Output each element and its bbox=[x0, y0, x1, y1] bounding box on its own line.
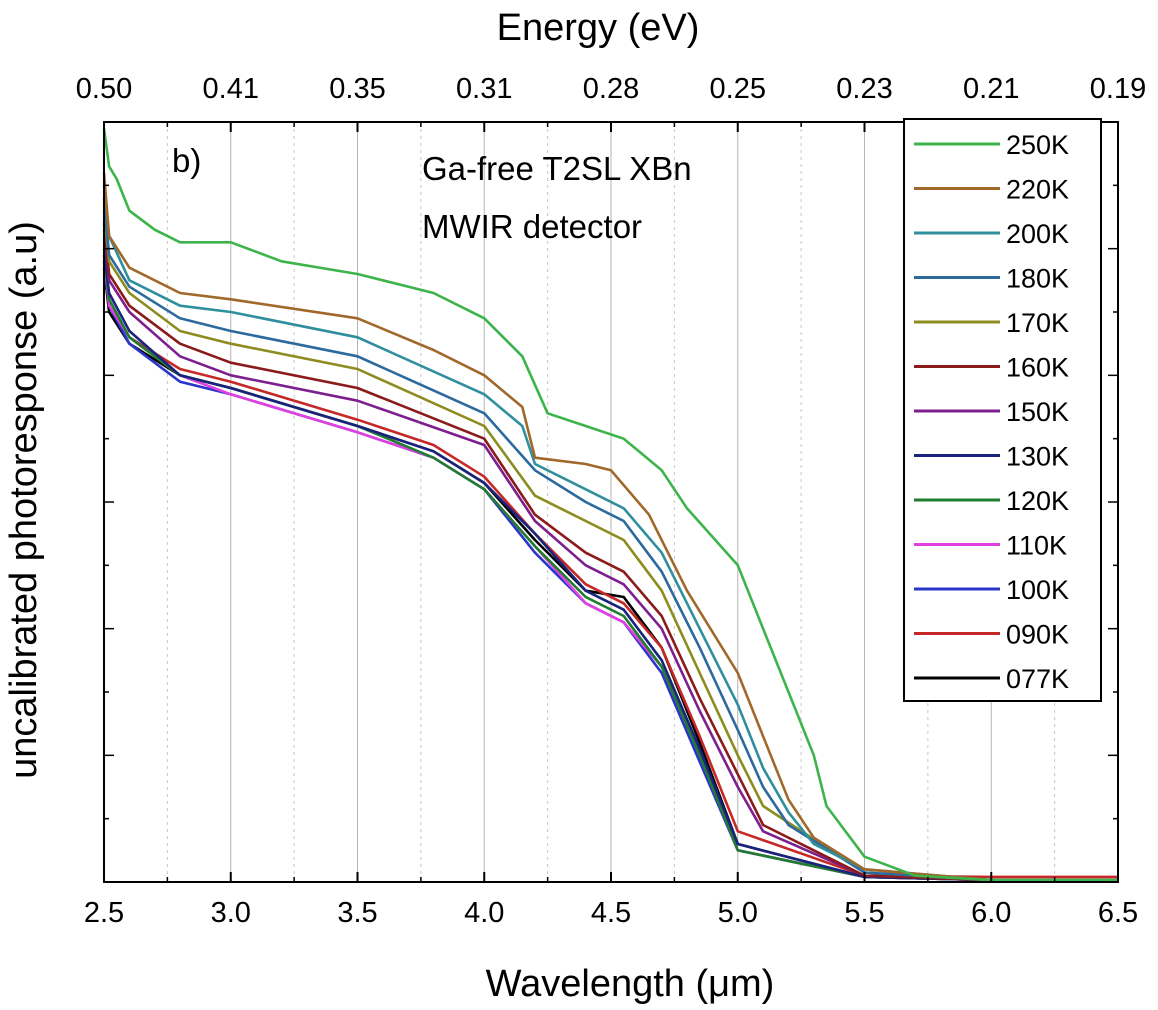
top-tick-label: 0.28 bbox=[583, 73, 639, 105]
legend-label-160K: 160K bbox=[1006, 353, 1069, 383]
legend-label-090K: 090K bbox=[1006, 620, 1069, 650]
top-tick-label: 0.19 bbox=[1090, 73, 1146, 105]
legend-label-110K: 110K bbox=[1006, 531, 1067, 561]
top-tick-label: 0.50 bbox=[76, 73, 132, 105]
legend-label-100K: 100K bbox=[1006, 575, 1069, 605]
x-tick-label: 2.5 bbox=[84, 897, 124, 929]
annotation-line-2: MWIR detector bbox=[422, 208, 642, 245]
series-lines bbox=[102, 128, 1118, 882]
x-tick-label: 5.0 bbox=[718, 897, 758, 929]
top-tick-label: 0.25 bbox=[710, 73, 766, 105]
top-tick-label: 0.21 bbox=[963, 73, 1019, 105]
legend-label-130K: 130K bbox=[1006, 442, 1069, 472]
legend: 250K 220K 200K 180K 170K 160K 150K 130K 120K 110K… bbox=[903, 118, 1102, 702]
x-tick-label: 4.5 bbox=[591, 897, 631, 929]
x-tick-label: 6.0 bbox=[971, 897, 1011, 929]
series-line-120K bbox=[102, 254, 1118, 882]
legend-label-170K: 170K bbox=[1006, 308, 1069, 338]
series-line-130K bbox=[102, 248, 1118, 882]
top-tick-label: 0.35 bbox=[329, 73, 385, 105]
x-tick-label: 3.5 bbox=[337, 897, 377, 929]
top-tick-label: 0.31 bbox=[456, 73, 512, 105]
annotation-line-1: Ga-free T2SL XBn bbox=[422, 150, 692, 187]
x-tick-label: 4.0 bbox=[464, 897, 504, 929]
series-line-250K bbox=[102, 128, 1118, 882]
series-line-220K bbox=[102, 172, 1118, 882]
x-tick-label: 6.5 bbox=[1098, 897, 1138, 929]
top-tick-label: 0.23 bbox=[836, 73, 892, 105]
legend-label-077K: 077K bbox=[1006, 664, 1069, 694]
legend-label-250K: 250K bbox=[1006, 130, 1069, 160]
axes: 2.5 0.50 3.0 0.41 3.5 0.35 4.0 0.31 4.5 0.28 5.0 0.… bbox=[76, 73, 1146, 929]
series-line-150K bbox=[102, 229, 1118, 882]
series-line-160K bbox=[102, 223, 1118, 882]
legend-label-220K: 220K bbox=[1006, 175, 1069, 205]
x-tick-label: 3.0 bbox=[211, 897, 251, 929]
panel-label: b) bbox=[172, 142, 201, 179]
top-tick-label: 0.41 bbox=[203, 73, 259, 105]
legend-label-180K: 180K bbox=[1006, 264, 1069, 294]
x-axis-title: Wavelength (μm) bbox=[486, 963, 775, 1005]
legend-label-120K: 120K bbox=[1006, 486, 1069, 516]
series-line-200K bbox=[102, 185, 1118, 882]
legend-label-150K: 150K bbox=[1006, 397, 1069, 427]
y-axis-title: uncalibrated photoresponse (a.u) bbox=[3, 221, 45, 779]
top-axis-title: Energy (eV) bbox=[497, 7, 700, 49]
x-tick-label: 5.5 bbox=[844, 897, 884, 929]
legend-label-200K: 200K bbox=[1006, 219, 1069, 249]
series-line-180K bbox=[102, 197, 1118, 882]
series-line-170K bbox=[102, 210, 1118, 882]
